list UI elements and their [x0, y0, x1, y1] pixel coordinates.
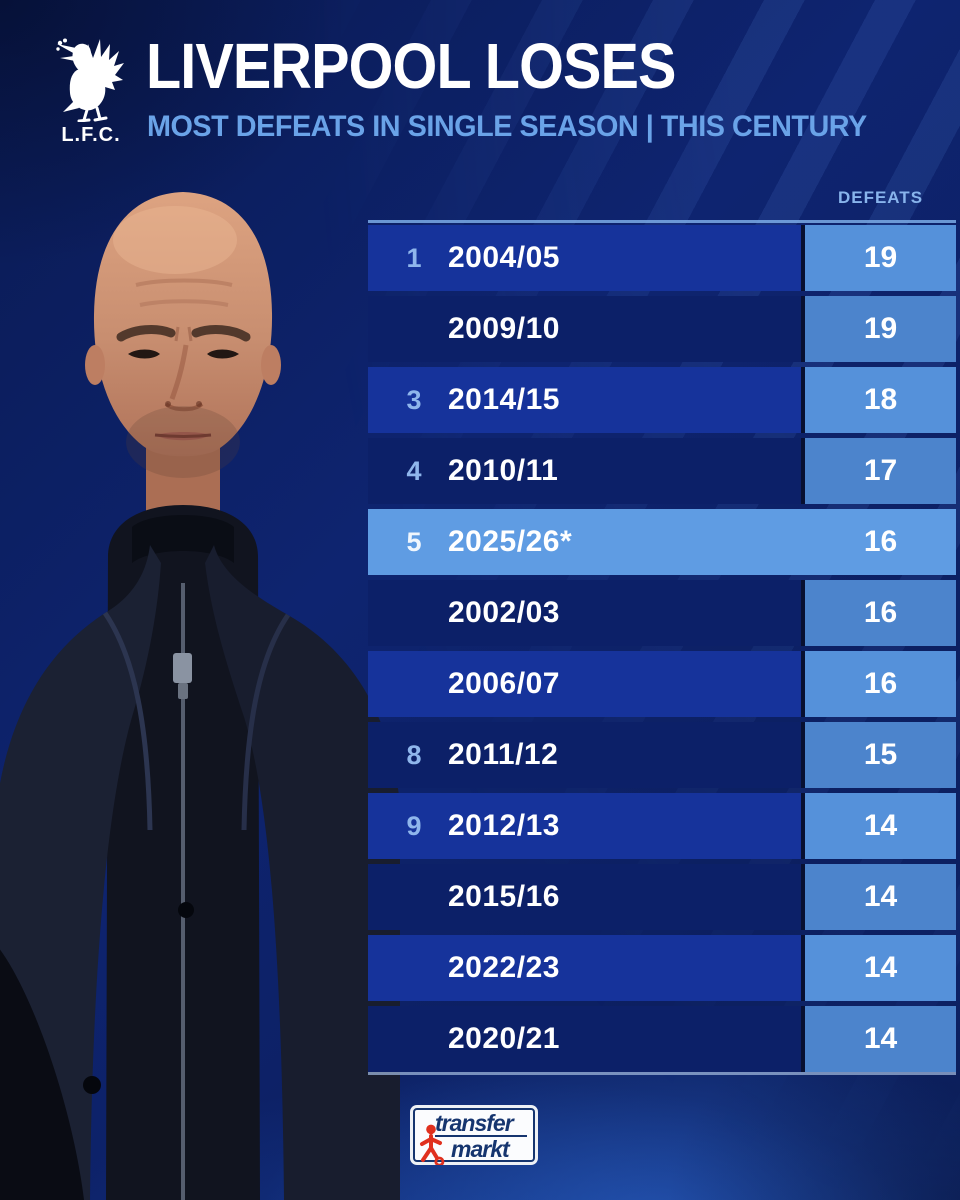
liverpool-crest: L.F.C. — [52, 36, 130, 147]
defeats-value: 18 — [805, 367, 956, 433]
defeats-value: 16 — [805, 651, 956, 717]
crest-label: L.F.C. — [61, 124, 121, 146]
brand-word-bottom: markt — [451, 1136, 510, 1162]
defeats-value: 14 — [805, 1006, 956, 1072]
season-cell: 2020/21 — [368, 1006, 801, 1072]
rank-number: 5 — [406, 526, 422, 557]
season-label: 2015/16 — [448, 880, 560, 913]
defeats-value: 16 — [805, 509, 956, 575]
table-row: 2022/23 14 — [368, 935, 956, 1001]
footballer-icon — [420, 1124, 445, 1165]
table-row: 2015/16 14 — [368, 864, 956, 930]
season-cell: 2022/23 — [368, 935, 801, 1001]
brand-word-top: transfer — [435, 1112, 527, 1137]
defeats-value: 17 — [805, 438, 956, 504]
table-row: 3 2014/15 18 — [368, 367, 956, 433]
rank-number: 8 — [406, 739, 422, 770]
table-row: 2020/21 14 — [368, 1006, 956, 1072]
defeats-value: 16 — [805, 580, 956, 646]
season-label: 2002/03 — [448, 596, 560, 629]
season-label: 2025/26* — [448, 525, 573, 558]
table-row: 2006/07 16 — [368, 651, 956, 717]
season-cell: 9 2012/13 — [368, 793, 801, 859]
transfermarkt-logo: transfer markt — [413, 1108, 535, 1165]
defeats-column-header: DEFEATS — [837, 188, 924, 207]
table-bottom-divider — [368, 1072, 956, 1075]
page-title: LIVERPOOL LOSES — [146, 30, 676, 102]
season-label: 2012/13 — [448, 809, 560, 842]
season-cell: 4 2010/11 — [368, 438, 801, 504]
defeats-value: 19 — [805, 296, 956, 362]
season-label: 2014/15 — [448, 383, 560, 416]
season-cell: 5 2025/26* — [368, 509, 801, 575]
season-label: 2020/21 — [448, 1022, 560, 1055]
season-cell: 2002/03 — [368, 580, 801, 646]
season-cell: 1 2004/05 — [368, 225, 801, 291]
table-row: 9 2012/13 14 — [368, 793, 956, 859]
season-cell: 2009/10 — [368, 296, 801, 362]
season-label: 2010/11 — [448, 454, 559, 487]
table-row: 1 2004/05 19 — [368, 225, 956, 291]
season-cell: 3 2014/15 — [368, 367, 801, 433]
table-top-divider — [368, 220, 956, 223]
liver-bird-icon — [56, 38, 124, 122]
season-cell: 2006/07 — [368, 651, 801, 717]
defeats-value: 19 — [805, 225, 956, 291]
season-cell: 2015/16 — [368, 864, 801, 930]
defeats-value: 15 — [805, 722, 956, 788]
defeats-value: 14 — [805, 935, 956, 1001]
season-label: 2004/05 — [448, 241, 560, 274]
season-label: 2006/07 — [448, 667, 560, 700]
table-row: 2009/10 19 — [368, 296, 956, 362]
defeats-value: 14 — [805, 793, 956, 859]
rank-number: 3 — [406, 384, 422, 415]
season-label: 2022/23 — [448, 951, 560, 984]
season-cell: 8 2011/12 — [368, 722, 801, 788]
table-row: 8 2011/12 15 — [368, 722, 956, 788]
page-subtitle: MOST DEFEATS IN SINGLE SEASON | THIS CEN… — [147, 110, 867, 143]
rank-number: 4 — [406, 455, 422, 486]
table-row: 4 2010/11 17 — [368, 438, 956, 504]
rank-number: 9 — [406, 810, 422, 841]
table-row: 2002/03 16 — [368, 580, 956, 646]
table-row: 5 2025/26* 16 — [368, 509, 956, 575]
season-label: 2009/10 — [448, 312, 560, 345]
rank-number: 1 — [406, 242, 422, 273]
season-label: 2011/12 — [448, 738, 559, 771]
defeats-table-rows: 1 2004/05 19 2009/10 19 3 2014/15 18 4 2010/11 17 5… — [368, 225, 956, 1077]
defeats-value: 14 — [805, 864, 956, 930]
manager-photo — [0, 192, 400, 1200]
